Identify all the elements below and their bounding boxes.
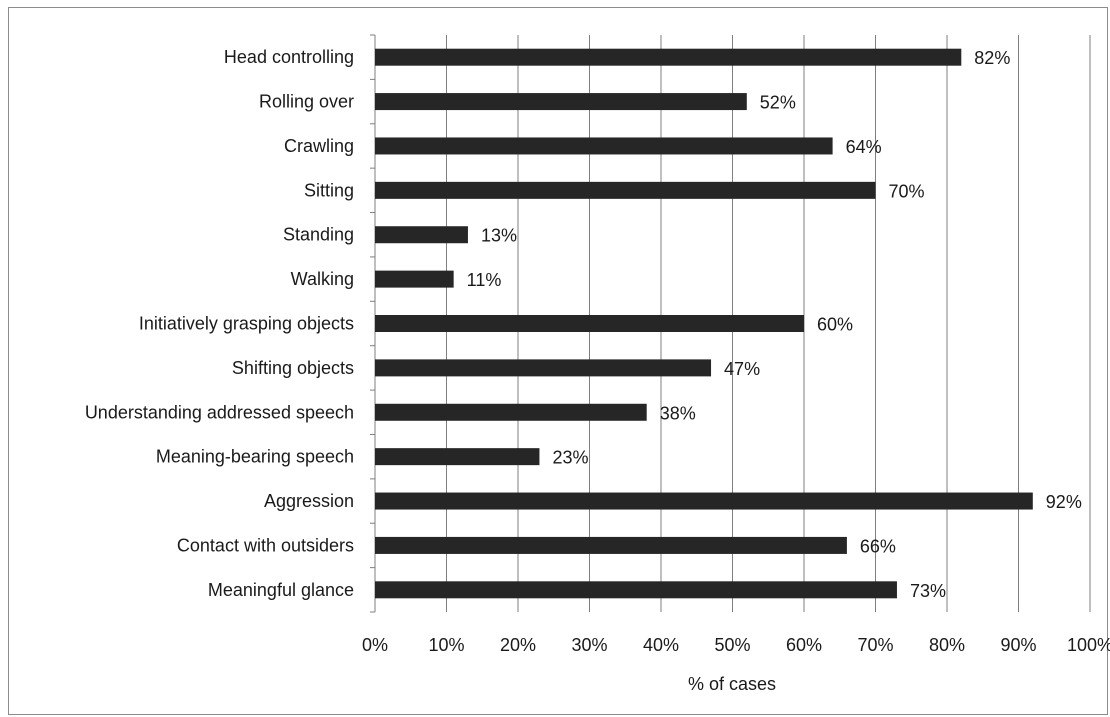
- x-tick-label: 80%: [929, 635, 965, 655]
- bar: [375, 448, 540, 466]
- x-tick-label: 40%: [643, 635, 679, 655]
- category-label: Crawling: [284, 136, 354, 156]
- gridlines: [446, 35, 1091, 612]
- bar: [375, 359, 712, 377]
- bar: [375, 536, 847, 554]
- bar: [375, 403, 647, 421]
- category-label: Sitting: [304, 180, 354, 200]
- x-tick-label: 60%: [786, 635, 822, 655]
- category-label: Standing: [283, 225, 354, 245]
- x-tick-labels: 0% 10% 20% 30% 40% 50% 60% 70% 80% 90% 100%: [362, 635, 1110, 655]
- data-label: 38%: [660, 403, 696, 423]
- category-label: Head controlling: [224, 47, 354, 67]
- bar: [375, 137, 833, 155]
- data-label: 70%: [889, 181, 925, 201]
- x-tick-label: 100%: [1067, 635, 1110, 655]
- x-tick-label: 70%: [857, 635, 893, 655]
- data-label: 66%: [860, 536, 896, 556]
- bar: [375, 270, 454, 288]
- category-label: Understanding addressed speech: [85, 402, 354, 422]
- x-axis-title: % of cases: [688, 674, 776, 694]
- data-label: 73%: [910, 581, 946, 601]
- x-tick-label: 50%: [714, 635, 750, 655]
- category-label: Aggression: [264, 491, 354, 511]
- data-label: 92%: [1046, 492, 1082, 512]
- x-tick-label: 20%: [500, 635, 536, 655]
- category-label: Rolling over: [259, 92, 354, 112]
- x-tick-label: 90%: [1000, 635, 1036, 655]
- data-label: 60%: [817, 315, 853, 335]
- category-labels: Head controlling Rolling over Crawling Sitt…: [85, 47, 354, 600]
- data-label: 47%: [724, 359, 760, 379]
- data-labels: 82% 52% 64% 70% 13% 11% 60% 47% 38% 23% 92% 66% 73%: [467, 48, 1082, 601]
- category-label: Shifting objects: [232, 358, 354, 378]
- data-label: 52%: [760, 93, 796, 113]
- x-tick-label: 0%: [362, 635, 388, 655]
- category-label: Meaningful glance: [208, 580, 354, 600]
- bar: [375, 48, 962, 66]
- category-label: Walking: [291, 269, 354, 289]
- category-label: Meaning-bearing speech: [156, 447, 354, 467]
- data-label: 23%: [552, 448, 588, 468]
- bars: [375, 48, 1033, 599]
- y-axis: [370, 34, 376, 613]
- bar: [375, 492, 1033, 510]
- bar: [375, 93, 747, 111]
- bar: [375, 226, 468, 244]
- bar: [375, 181, 876, 199]
- data-label: 13%: [481, 226, 517, 246]
- bar: [375, 315, 804, 332]
- data-label: 64%: [846, 137, 882, 157]
- category-label: Initiatively grasping objects: [139, 314, 354, 334]
- data-label: 11%: [467, 270, 502, 290]
- x-tick-label: 10%: [428, 635, 464, 655]
- x-tick-label: 30%: [571, 635, 607, 655]
- bar: [375, 581, 897, 599]
- data-label: 82%: [974, 48, 1010, 68]
- category-label: Contact with outsiders: [177, 535, 354, 555]
